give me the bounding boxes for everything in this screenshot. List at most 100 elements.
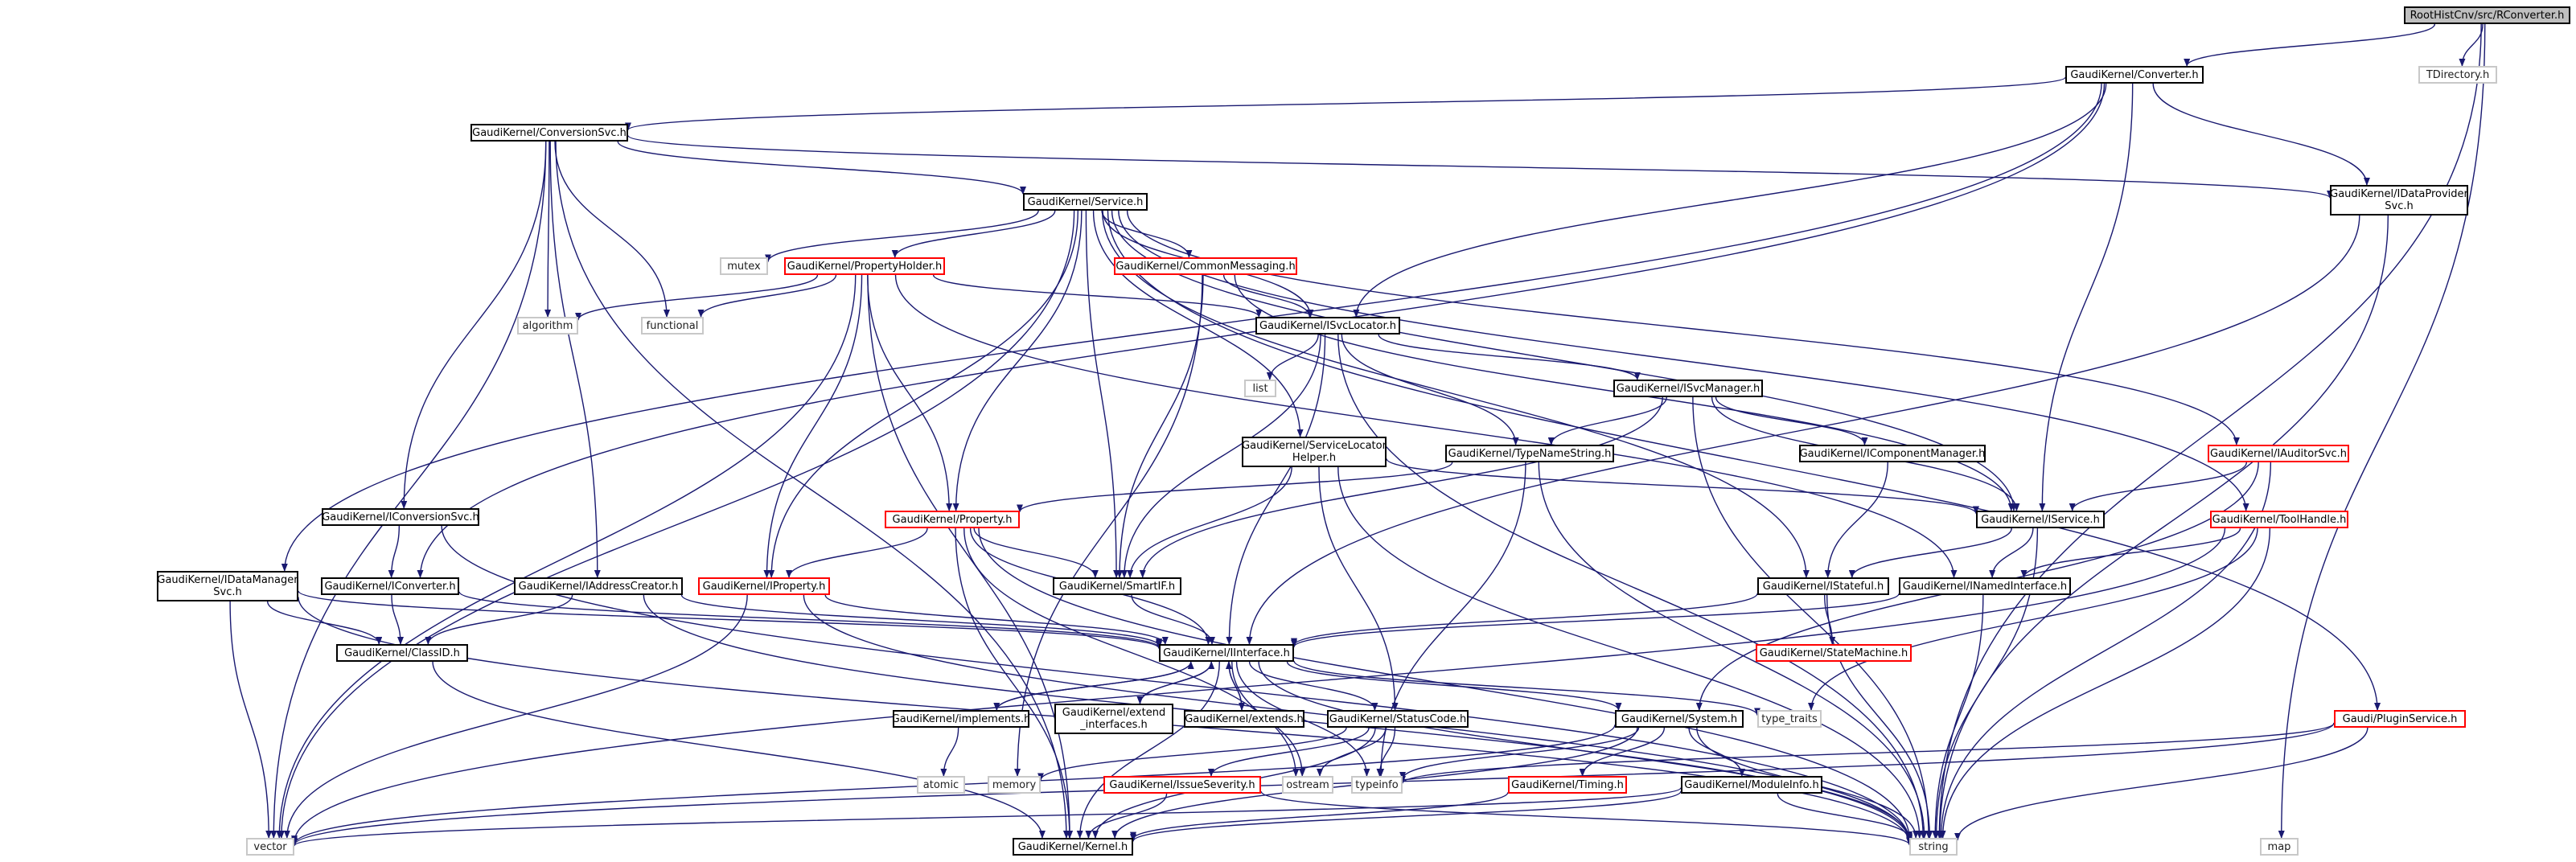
edge-service-to-servicelocatorhelper <box>1092 210 1304 437</box>
node-servicelocatorhelper[interactable]: GaudiKernel/ServiceLocator Helper.h <box>1242 437 1387 467</box>
edge-iservice-to-istateful <box>1848 527 2012 578</box>
edge-idatamanager-to-vector <box>229 601 273 839</box>
node-pluginservice[interactable]: Gaudi/PluginService.h <box>2334 710 2466 728</box>
node-idataprovider[interactable]: GaudiKernel/IDataProvider Svc.h <box>2330 185 2468 216</box>
node-smartif[interactable]: GaudiKernel/SmartIF.h <box>1053 577 1181 595</box>
node-statemachine[interactable]: GaudiKernel/StateMachine.h <box>1756 644 1912 662</box>
node-conversionsvc[interactable]: GaudiKernel/ConversionSvc.h <box>470 124 628 142</box>
node-mutex[interactable]: mutex <box>720 257 768 275</box>
node-toolhandle[interactable]: GaudiKernel/ToolHandle.h <box>2210 511 2348 528</box>
node-iinterface[interactable]: GaudiKernel/IInterface.h <box>1159 644 1294 662</box>
edge-moduleinfo-to-vector <box>291 787 1682 847</box>
edge-istateful-to-iinterface <box>1291 593 1758 646</box>
node-commonmessaging[interactable]: GaudiKernel/CommonMessaging.h <box>1114 257 1297 275</box>
edge-service-to-pluginservice <box>1107 210 2381 711</box>
edge-moduleinfo-to-kernel <box>1130 790 1682 843</box>
edge-iaddresscreator-to-iinterface <box>680 594 1162 647</box>
node-string[interactable]: string <box>1909 838 1958 856</box>
node-icomponentmanager[interactable]: GaudiKernel/IComponentManager.h <box>1799 445 1986 462</box>
edge-service-to-propertyholder <box>891 210 1056 258</box>
edge-isvclocator-to-isvcmanager <box>1378 334 1641 380</box>
node-typeinfo[interactable]: typeinfo <box>1351 776 1403 794</box>
edge-isvclocator-to-string <box>1337 334 1927 839</box>
node-iaddresscreator[interactable]: GaudiKernel/IAddressCreator.h <box>514 577 683 595</box>
node-issueseverity[interactable]: GaudiKernel/IssueSeverity.h <box>1103 776 1261 794</box>
edge-iservice-to-string <box>1933 527 2039 839</box>
edge-iconversionsvc-to-string <box>441 525 1912 843</box>
edge-root-to-map <box>2278 23 2486 839</box>
node-kernel[interactable]: GaudiKernel/Kernel.h <box>1013 838 1133 856</box>
edge-iconverter-to-classid <box>391 594 405 645</box>
edge-servicelocatorhelper-to-iservice <box>1386 458 1979 515</box>
edge-moduleinfo-to-string <box>1777 793 1912 839</box>
edge-iinterface-to-kernel <box>1076 661 1220 839</box>
node-isvclocator[interactable]: GaudiKernel/ISvcLocator.h <box>1255 317 1400 335</box>
node-classid[interactable]: GaudiKernel/ClassID.h <box>336 644 468 662</box>
edge-service-to-property <box>952 210 1083 511</box>
edge-conversionsvc-to-iaddresscreator <box>549 141 601 578</box>
edge-classid-to-kernel <box>432 661 1046 839</box>
node-iconversionsvc[interactable]: GaudiKernel/IConversionSvc.h <box>322 508 479 526</box>
node-extends[interactable]: GaudiKernel/extends.h <box>1184 710 1304 728</box>
node-inamedinterface[interactable]: GaudiKernel/INamedInterface.h <box>1899 577 2071 595</box>
edge-iservice-to-inamedinterface <box>1989 527 2034 578</box>
edge-service-to-commonmessaging <box>1101 210 1193 258</box>
node-tdirectory[interactable]: TDirectory.h <box>2418 66 2497 84</box>
edge-inamedinterface-to-string <box>1932 594 1984 839</box>
node-root[interactable]: RootHistCnv/src/RConverter.h <box>2404 6 2570 24</box>
edge-statuscode-to-issueseverity <box>1208 727 1370 777</box>
edge-system-to-timing <box>1579 727 1666 777</box>
node-isvcmanager[interactable]: GaudiKernel/ISvcManager.h <box>1613 380 1763 397</box>
node-system[interactable]: GaudiKernel/System.h <box>1615 710 1744 728</box>
node-vector[interactable]: vector <box>246 838 294 856</box>
edge-propertyholder-to-iproperty <box>763 274 863 578</box>
node-algorithm[interactable]: algorithm <box>517 317 578 335</box>
edge-property-to-ostream <box>963 527 1300 777</box>
edge-converter-to-idatamanager <box>281 83 2102 572</box>
edge-conversionsvc-to-functional <box>554 141 670 318</box>
node-atomic[interactable]: atomic <box>917 776 965 794</box>
edge-servicelocatorhelper-to-string <box>1337 466 1923 839</box>
node-functional[interactable]: functional <box>641 317 704 335</box>
node-timing[interactable]: GaudiKernel/Timing.h <box>1508 776 1627 794</box>
node-property[interactable]: GaudiKernel/Property.h <box>885 511 1020 528</box>
node-istateful[interactable]: GaudiKernel/IStateful.h <box>1757 577 1889 595</box>
node-service[interactable]: GaudiKernel/Service.h <box>1023 193 1148 211</box>
edge-toolhandle-to-vector <box>291 527 2226 844</box>
edge-property-to-kernel <box>955 527 1073 839</box>
edge-converter-to-isvclocator <box>1353 83 2107 318</box>
edge-iconversionsvc-to-iconverter <box>388 525 401 578</box>
edge-iproperty-to-iinterface <box>824 594 1169 645</box>
edge-conversionsvc-to-algorithm <box>544 141 552 318</box>
node-idatamanager[interactable]: GaudiKernel/IDataManager Svc.h <box>157 571 298 601</box>
edge-iproperty-to-vector <box>283 594 748 839</box>
node-converter[interactable]: GaudiKernel/Converter.h <box>2065 66 2204 84</box>
node-implements[interactable]: GaudiKernel/implements.h <box>893 710 1029 728</box>
node-moduleinfo[interactable]: GaudiKernel/ModuleInfo.h <box>1681 776 1822 794</box>
edge-issueseverity-to-string <box>1260 790 1912 846</box>
edge-iaddresscreator-to-classid <box>425 594 573 645</box>
node-iconverter[interactable]: GaudiKernel/IConverter.h <box>321 577 459 595</box>
edge-iinterface-to-type_traits <box>1293 660 1760 716</box>
node-list[interactable]: list <box>1244 380 1276 397</box>
node-map[interactable]: map <box>2260 838 2299 856</box>
node-typenamestring[interactable]: GaudiKernel/TypeNameString.h <box>1445 445 1614 462</box>
edge-iinterface-to-string <box>1258 661 1912 841</box>
node-iauditorsvc[interactable]: GaudiKernel/IAuditorSvc.h <box>2208 445 2349 462</box>
edge-service-to-mutex <box>765 210 1039 263</box>
edge-commonmessaging-to-memory <box>1014 274 1203 777</box>
edge-extends-to-iinterface <box>1225 661 1243 711</box>
edge-iinterface-to-system <box>1286 661 1622 711</box>
node-extend-interfaces[interactable]: GaudiKernel/extend _interfaces.h <box>1054 704 1173 734</box>
edge-isvcmanager-to-string <box>1692 396 1933 839</box>
node-memory[interactable]: memory <box>988 776 1041 794</box>
node-type-traits[interactable]: type_traits <box>1757 710 1822 728</box>
node-propertyholder[interactable]: GaudiKernel/PropertyHolder.h <box>784 257 945 275</box>
node-statuscode[interactable]: GaudiKernel/StatusCode.h <box>1327 710 1469 728</box>
edge-converter-to-idataprovider <box>2152 83 2370 186</box>
node-ostream[interactable]: ostream <box>1282 776 1333 794</box>
edge-propertyholder-to-isvclocator <box>932 274 1263 318</box>
node-iservice[interactable]: GaudiKernel/IService.h <box>1976 511 2105 528</box>
node-iproperty[interactable]: GaudiKernel/IProperty.h <box>698 577 830 595</box>
edge-typenamestring-to-property <box>1017 462 1453 513</box>
